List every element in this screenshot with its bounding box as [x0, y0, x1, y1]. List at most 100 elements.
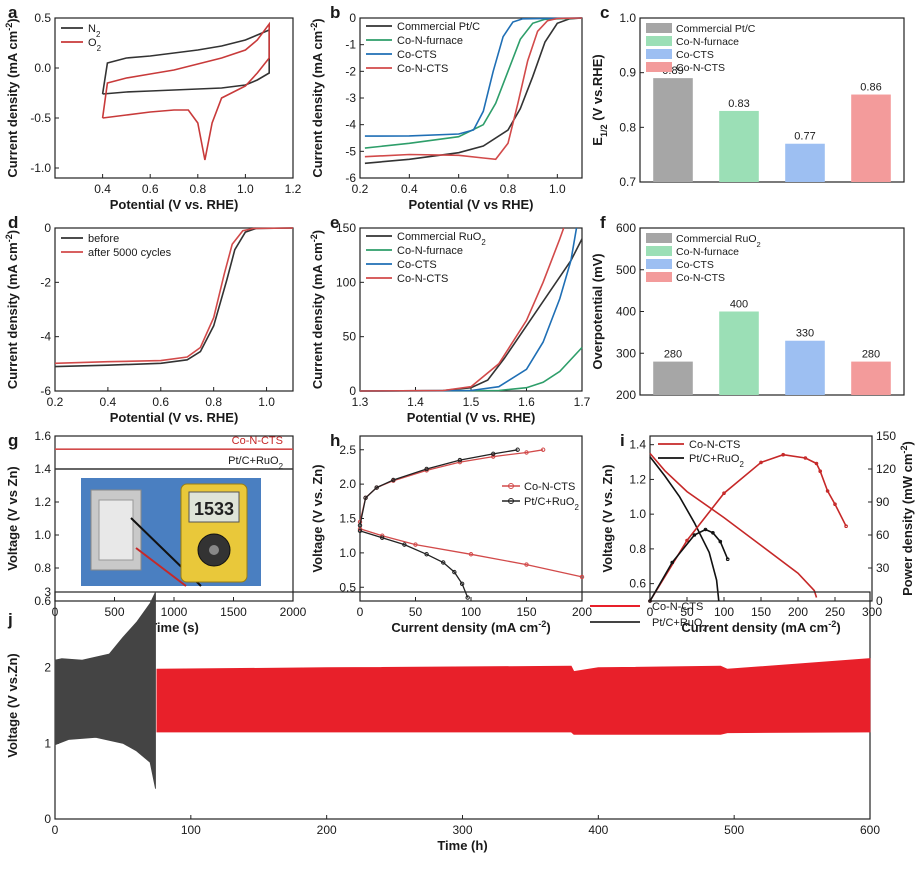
legend-label: Co-N-furnace [397, 35, 463, 47]
panel-letter: a [8, 3, 18, 22]
data-point [692, 533, 697, 537]
series-line [359, 227, 578, 392]
x-tick-label: 0.6 [142, 182, 159, 196]
series-line [359, 449, 518, 526]
panel-letter: j [7, 610, 13, 629]
data-point [491, 454, 496, 459]
data-point [515, 447, 520, 452]
panel-a: a -1.0 -0.5 0.0 0.5 0.4 0.6 0.8 1.0 1.2 Potential … [4, 3, 302, 212]
data-point [579, 574, 585, 580]
legend-swatch [646, 246, 672, 256]
y-tick-label: 1.0 [339, 546, 356, 560]
series-line [649, 453, 847, 602]
series-line [649, 452, 818, 598]
series-band [156, 658, 871, 735]
x-tick-label: 0.4 [100, 395, 117, 409]
data-point [357, 528, 363, 534]
data-point [363, 495, 368, 501]
bar-value-label: 0.83 [728, 98, 749, 110]
legend-swatch [646, 36, 672, 46]
bar-value-label: 400 [730, 299, 748, 311]
panel-f: f 200 300 400 500 600 Overpotential (mV) 280 400… [590, 213, 905, 402]
plot-frame [359, 227, 583, 392]
bar-value-label: 280 [862, 349, 880, 361]
data-point [452, 569, 457, 575]
data-point [648, 599, 652, 603]
panel-g: g0.60.81.01.21.41.60 500 1000 1500 2000Time … [5, 429, 307, 635]
legend-label: O2 [88, 37, 101, 53]
y-tick-label: 1.2 [34, 495, 51, 509]
y-tick-label: 150 [336, 221, 356, 235]
x-tick-label: 0.2 [47, 395, 64, 409]
legend-swatch [646, 23, 672, 33]
y-tick-label: -1 [345, 38, 356, 52]
bar [785, 143, 825, 182]
legend-swatch [646, 62, 672, 72]
x-tick-label: 0 [647, 605, 654, 619]
y-axis-label: Overpotential (mV) [590, 253, 605, 369]
x-tick-label: 150 [751, 605, 771, 619]
y-axis-label: E1/2 (V vs.RHE) [590, 54, 609, 145]
panel-h: h 0.5 1.0 1.5 2.0 2.5 0 50 100 150 200 Current dens… [310, 431, 592, 635]
bar-value-label: 0.86 [860, 82, 881, 94]
data-point [759, 460, 763, 465]
bar-value-label: 0.77 [794, 131, 815, 143]
legend-label: Co-N-CTS [676, 62, 725, 74]
data-point [441, 560, 446, 565]
series-line [359, 528, 583, 578]
legend-label: Pt/C+RuO2 [689, 453, 744, 469]
y-tick-label: 2 [44, 661, 51, 675]
y-tick-label: 2.5 [339, 443, 356, 457]
y-tick-label: 1.0 [629, 507, 646, 521]
data-point [718, 539, 723, 544]
x-tick-label: 0 [357, 605, 364, 619]
bar-value-label: 280 [664, 349, 682, 361]
multimeter-dial-icon [209, 545, 219, 555]
x-tick-label: 600 [860, 823, 880, 837]
legend-label: Pt/C+RuO2 [524, 496, 579, 512]
x-tick-label: 100 [714, 605, 734, 619]
legend-label: before [88, 233, 119, 245]
x-tick-label: 1.0 [237, 182, 254, 196]
x-tick-label: 100 [181, 823, 201, 837]
y-tick-label: -6 [345, 171, 356, 185]
x-tick-label: 1.3 [352, 395, 369, 409]
data-point [357, 523, 363, 528]
legend-label: Commercial Pt/C [676, 23, 756, 35]
panel-letter: b [330, 3, 340, 22]
y-tick-label: -2 [345, 64, 356, 78]
series-line [101, 21, 270, 161]
panel-letter: i [620, 431, 625, 450]
series-line [101, 28, 270, 95]
y2-tick-label: 60 [876, 528, 890, 542]
legend-label: after 5000 cycles [88, 247, 172, 259]
y-tick-label: 0.6 [629, 577, 646, 591]
data-point [491, 451, 496, 457]
y-tick-label: 1.2 [629, 472, 646, 486]
x-tick-label: 50 [680, 605, 694, 619]
y-axis-label: Current density (mA cm-2) [309, 230, 325, 389]
legend-swatch [646, 233, 672, 243]
y-tick-label: -3 [345, 91, 356, 105]
panel-e: e 0 50 100 150 1.3 1.4 1.5 1.6 1.7 Potential (V vs… [309, 213, 591, 425]
bar [719, 110, 759, 182]
x-tick-label: 1.5 [463, 395, 480, 409]
multimeter-reading: 1533 [194, 499, 234, 519]
x-axis-label: Potential (V vs. RHE) [110, 410, 239, 425]
x-tick-label: 0.2 [352, 182, 369, 196]
panel-letter: f [600, 213, 606, 232]
y-tick-label: 1.0 [619, 11, 636, 25]
data-point [814, 461, 819, 466]
x-tick-label: 200 [317, 823, 337, 837]
plot-frame [359, 17, 583, 179]
legend-label: Co-N-furnace [676, 246, 739, 258]
y-tick-label: 0 [349, 11, 356, 25]
series-line [364, 17, 583, 149]
x-tick-label: 250 [825, 605, 845, 619]
series-band [54, 591, 156, 789]
data-point [825, 489, 830, 493]
y-tick-label: 0.6 [34, 594, 51, 608]
legend-label: Co-N-CTS [689, 439, 740, 451]
data-point [722, 491, 726, 496]
legend-label: Commercial RuO2 [676, 233, 761, 249]
